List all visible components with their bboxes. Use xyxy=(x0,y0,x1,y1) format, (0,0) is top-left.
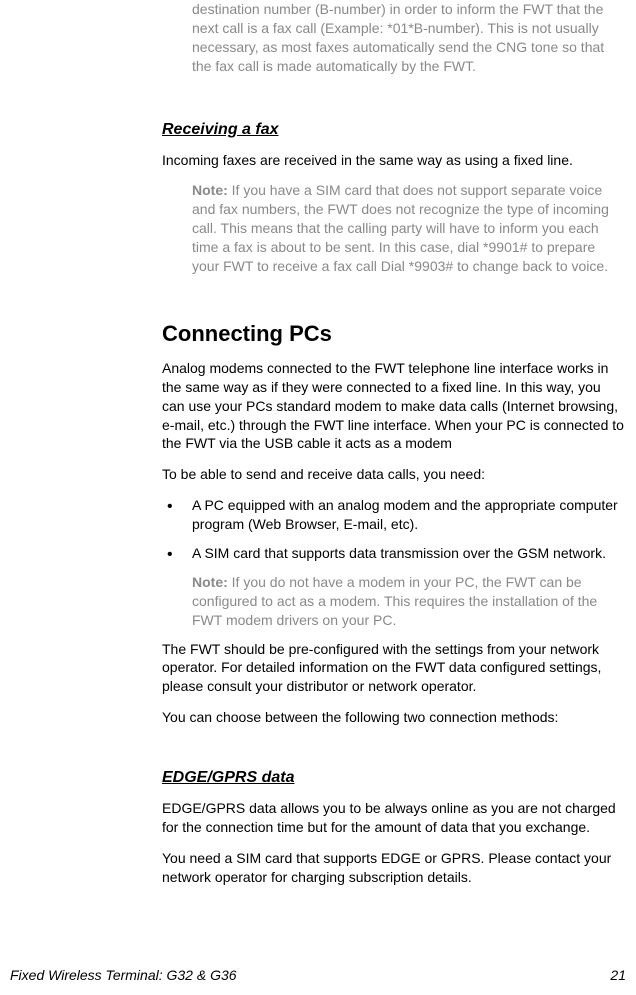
connecting-pcs-para3: The FWT should be pre-configured with th… xyxy=(162,640,626,697)
edge-gprs-para2: You need a SIM card that supports EDGE o… xyxy=(162,849,626,887)
spacer xyxy=(162,86,626,121)
page-footer: Fixed Wireless Terminal: G32 & G36 21 xyxy=(10,967,626,983)
spacer xyxy=(162,739,626,769)
note-body: If you have a SIM card that does not sup… xyxy=(192,182,609,274)
list-item: A SIM card that supports data transmissi… xyxy=(162,544,626,563)
receiving-fax-note: Note: If you have a SIM card that does n… xyxy=(162,181,626,275)
edge-gprs-title: EDGE/GPRS data xyxy=(162,769,626,787)
connecting-pcs-para2: To be able to send and receive data call… xyxy=(162,465,626,484)
footer-left: Fixed Wireless Terminal: G32 & G36 xyxy=(10,967,237,983)
receiving-fax-intro: Incoming faxes are received in the same … xyxy=(162,151,626,170)
requirements-list: A PC equipped with an analog modem and t… xyxy=(162,496,626,563)
connecting-pcs-para4: You can choose between the following two… xyxy=(162,708,626,727)
footer-page-number: 21 xyxy=(610,967,626,983)
page-content: destination number (B-number) in order t… xyxy=(10,0,626,887)
connecting-pcs-para1: Analog modems connected to the FWT telep… xyxy=(162,359,626,453)
note-body: If you do not have a modem in your PC, t… xyxy=(192,574,597,628)
top-note: destination number (B-number) in order t… xyxy=(162,0,626,76)
connecting-pcs-title: Connecting PCs xyxy=(162,321,626,347)
edge-gprs-para1: EDGE/GPRS data allows you to be always o… xyxy=(162,799,626,837)
note-label: Note: xyxy=(192,182,228,198)
spacer xyxy=(162,286,626,321)
connecting-pcs-note: Note: If you do not have a modem in your… xyxy=(162,573,626,630)
receiving-fax-title: Receiving a fax xyxy=(162,121,626,139)
note-label: Note: xyxy=(192,574,228,590)
list-item: A PC equipped with an analog modem and t… xyxy=(162,496,626,534)
